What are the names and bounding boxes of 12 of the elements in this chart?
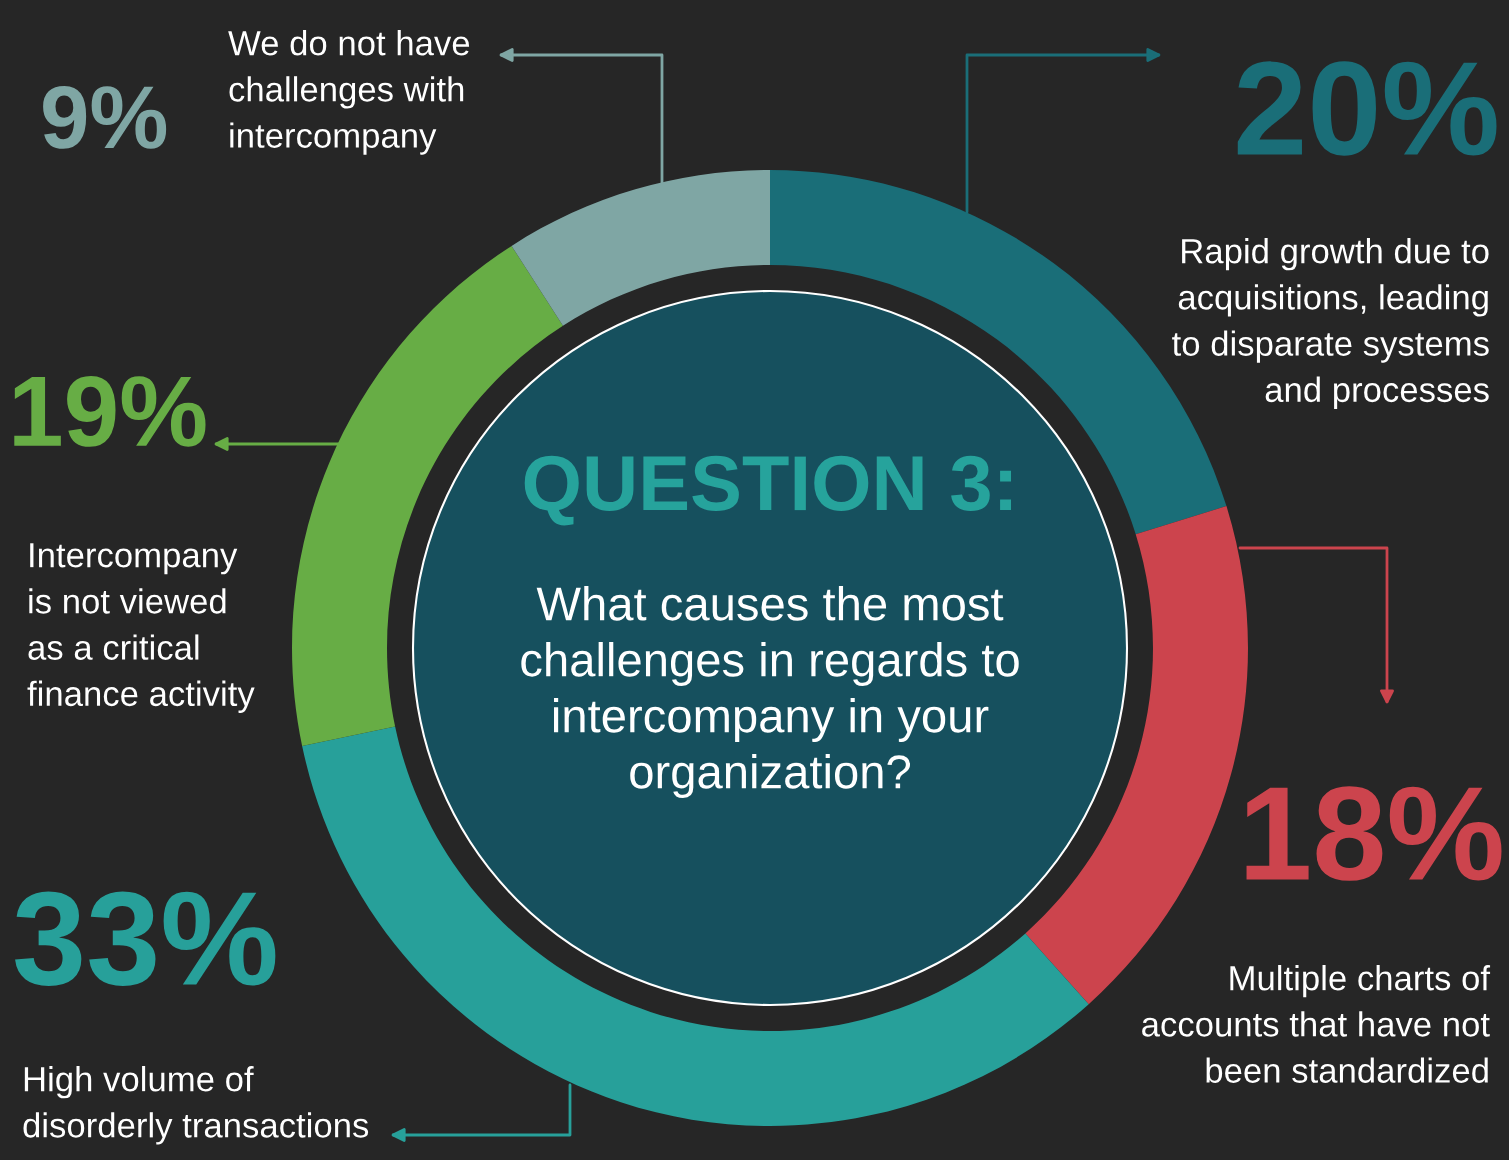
- data-label: 33%: [15, 891, 276, 986]
- data-label: 18%: [1246, 786, 1502, 881]
- data-label: 9%: [43, 85, 167, 149]
- slice-label: Multiple charts of accounts that have not been standardized: [1142, 965, 1491, 1083]
- text: What causes the most challenges in regards to intercompany in your organization?: [521, 585, 1019, 799]
- legend-label: We do not have challenges with intercompany: [228, 30, 470, 155]
- slice-label: High volume of disorderly transactions: [23, 1066, 369, 1145]
- slice-label: Intercompany is not viewed as a critical finance activity: [27, 543, 255, 713]
- slice-label: Rapid growth due to acquisitions, leading to disparate systems and processes: [1172, 238, 1489, 409]
- data-label: 20%: [1237, 61, 1497, 156]
- data-label: 19%: [14, 376, 206, 447]
- text: QUESTION 3:: [524, 455, 1012, 526]
